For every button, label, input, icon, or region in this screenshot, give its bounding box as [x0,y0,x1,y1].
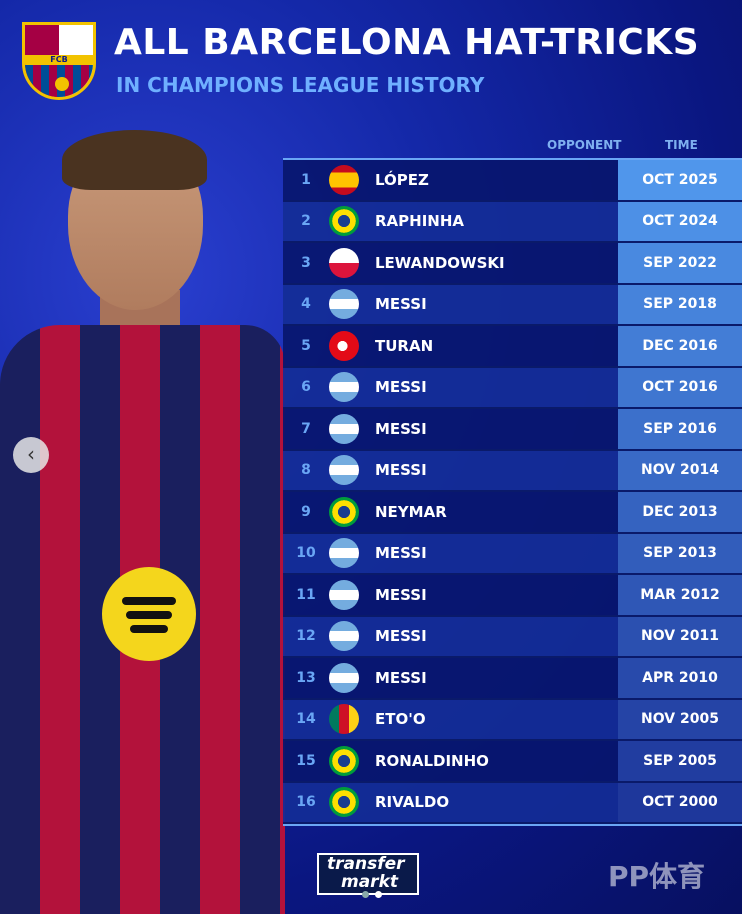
match-date: DEC 2016 [618,326,742,366]
player-name: MESSI [375,419,427,438]
carousel-dot-active[interactable] [375,891,382,898]
rank: 11 [296,586,316,603]
match-date: SEP 2022 [618,243,742,283]
flag-argentina-icon [329,289,359,320]
column-header-time: TIME [665,138,698,152]
match-date: OCT 2000 [618,782,742,822]
rank: 15 [296,752,316,769]
table-row: 8 MESSI NOV 2014 [283,450,742,492]
rank: 8 [301,462,311,479]
rank: 4 [301,296,311,313]
rank: 9 [301,503,311,520]
player-name: MESSI [375,461,427,480]
match-date: SEP 2005 [618,741,742,781]
match-date: DEC 2013 [618,492,742,532]
match-date: NOV 2011 [618,616,742,656]
match-date: OCT 2025 [618,160,742,200]
flag-argentina-icon [329,579,359,610]
player-name: MESSI [375,627,427,646]
player-name: ETO'O [375,710,426,729]
player-name: TURAN [375,336,434,355]
match-date: NOV 2014 [618,450,742,490]
player-name: MESSI [375,585,427,604]
carousel-prev-button[interactable]: ‹ [13,437,49,473]
carousel-dots[interactable] [362,891,382,898]
page-title: ALL BARCELONA HAT-TRICKS [114,22,700,63]
table-row: 14 ETO'O NOV 2005 [283,699,742,741]
table-row: 3 LEWANDOWSKI SEP 2022 [283,243,742,285]
player-name: MESSI [375,668,427,687]
player-name: RIVALDO [375,793,450,812]
player-name: MESSI [375,295,427,314]
match-date: OCT 2024 [618,201,742,241]
table-row: 4 MESSI SEP 2018 [283,284,742,326]
rank: 10 [296,545,316,562]
flag-spain-icon [329,164,359,195]
flag-argentina-icon [329,455,359,486]
table-row: 15 RONALDINHO SEP 2005 [283,741,742,783]
player-name: MESSI [375,544,427,563]
table-row: 2 RAPHINHA OCT 2024 [283,201,742,243]
table-row: 12 MESSI NOV 2011 [283,616,742,658]
rank: 12 [296,628,316,645]
rank: 7 [301,420,311,437]
rank: 13 [296,669,316,686]
table-row: 9 NEYMAR DEC 2013 [283,492,742,534]
table-row: 10 MESSI SEP 2013 [283,533,742,575]
flag-argentina-icon [329,662,359,693]
flag-argentina-icon [329,621,359,652]
rank: 6 [301,379,311,396]
table-row: 5 TURAN DEC 2016 [283,326,742,368]
match-date: MAR 2012 [618,575,742,615]
hat-tricks-table: 1 LÓPEZ OCT 2025 2 RAPHINHA OCT 2024 3 LEW… [283,158,742,826]
flag-brazil-icon [329,745,359,776]
transfermarkt-logo: transfer markt [317,853,419,895]
table-row: 16 RIVALDO OCT 2000 [283,782,742,824]
rank: 2 [301,213,311,230]
table-row: 11 MESSI MAR 2012 [283,575,742,617]
match-date: NOV 2005 [618,699,742,739]
match-date: OCT 2016 [618,367,742,407]
rank: 5 [301,337,311,354]
table-row: 7 MESSI SEP 2016 [283,409,742,451]
rank: 3 [301,254,311,271]
player-name: LÓPEZ [375,170,429,189]
rank: 1 [301,171,311,188]
spotify-logo-icon [102,567,196,661]
player-name: RAPHINHA [375,212,465,231]
rank: 14 [296,711,316,728]
match-date: APR 2010 [618,658,742,698]
flag-argentina-icon [329,538,359,569]
match-date: SEP 2013 [618,533,742,573]
player-name: LEWANDOWSKI [375,253,505,272]
table-row: 13 MESSI APR 2010 [283,658,742,700]
table-row: 1 LÓPEZ OCT 2025 [283,160,742,202]
match-date: SEP 2016 [618,409,742,449]
page-subtitle: IN CHAMPIONS LEAGUE HISTORY [116,73,485,97]
player-name: NEYMAR [375,502,447,521]
fc-barcelona-crest-icon: FCB [22,22,96,100]
rank: 16 [296,794,316,811]
flag-cameroon-icon [329,704,359,735]
watermark: PP体育 [608,860,706,893]
column-header-opponent: OPPONENT [547,138,622,152]
carousel-dot[interactable] [362,891,369,898]
flag-brazil-icon [329,206,359,237]
flag-argentina-icon [329,372,359,403]
flag-brazil-icon [329,496,359,527]
player-name: RONALDINHO [375,751,489,770]
table-row: 6 MESSI OCT 2016 [283,367,742,409]
player-photo [0,130,285,914]
flag-brazil-icon [329,787,359,818]
match-date: SEP 2018 [618,284,742,324]
player-name: MESSI [375,378,427,397]
flag-poland-icon [329,247,359,278]
flag-turkey-icon [329,330,359,361]
flag-argentina-icon [329,413,359,444]
